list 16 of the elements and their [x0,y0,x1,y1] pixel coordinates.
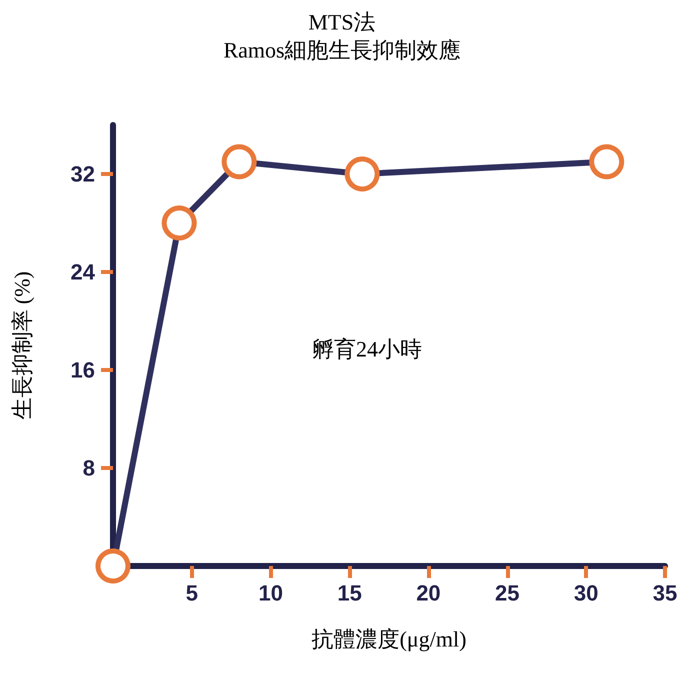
chart-title: MTS法 [308,10,376,34]
x-tick-label: 20 [416,580,441,606]
x-axis-title: 抗體濃度(μg/ml) [312,626,466,652]
x-tick-label: 25 [495,580,520,606]
y-axis-title: 生長抑制率 (%) [10,271,34,420]
y-tick-label: 32 [70,162,95,186]
x-tick-label: 10 [258,580,283,606]
x-tick-label: 5 [186,580,198,606]
chart-subtitle: Ramos細胞生長抑制效應 [223,38,461,62]
x-tick-label: 15 [337,580,362,606]
x-tick-label: 35 [652,580,678,606]
y-tick-label: 16 [70,358,95,382]
y-tick-label: 8 [82,456,95,480]
annotation: 孵育24小時 [312,336,422,362]
y-tick-label: 24 [70,260,96,284]
x-tick-label: 30 [574,580,598,606]
